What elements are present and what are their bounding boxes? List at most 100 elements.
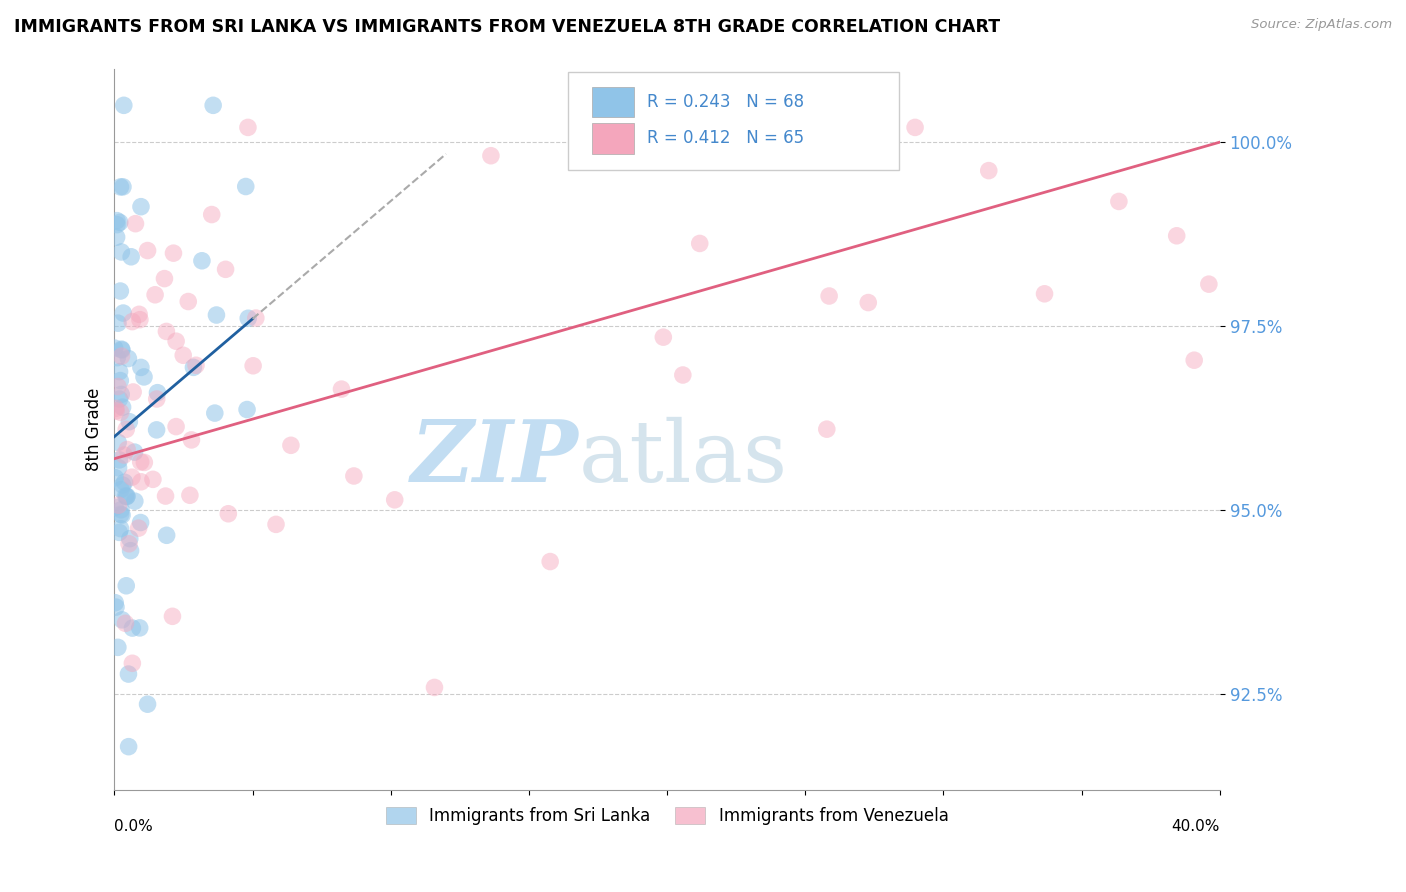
Point [238,311,260,326]
Point [124,494,146,508]
Point [117,667,139,681]
Point [110,483,132,497]
Point [858,295,880,310]
Point [120,250,142,264]
Text: IMMIGRANTS FROM SRI LANKA VS IMMIGRANTS FROM VENEZUELA 8TH GRADE CORRELATION CHA: IMMIGRANTS FROM SRI LANKA VS IMMIGRANTS … [14,18,1000,36]
Point [184,358,207,372]
Point [115,442,138,457]
Point [1198,277,1220,292]
Point [121,657,143,671]
FancyBboxPatch shape [592,87,634,117]
Point [121,315,143,329]
Point [121,621,143,635]
Point [818,289,841,303]
Point [110,387,132,401]
Point [124,217,146,231]
Point [904,120,927,135]
Point [162,246,184,260]
Point [110,342,132,356]
Point [652,330,675,344]
Point [110,284,132,298]
Point [110,244,132,259]
Point [129,455,152,469]
Point [105,351,128,365]
Point [110,503,132,517]
Text: 40.0%: 40.0% [1171,819,1220,834]
Point [111,179,134,194]
Point [104,341,127,355]
Point [115,579,138,593]
Point [114,475,136,490]
Point [180,433,202,447]
Point [110,349,132,363]
Point [124,445,146,459]
Point [104,401,127,416]
Point [155,325,177,339]
Point [129,475,152,489]
Point [343,469,366,483]
Point [111,343,134,357]
Point [242,359,264,373]
Point [120,543,142,558]
Point [105,230,128,244]
Text: atlas: atlas [579,417,787,500]
Point [108,215,131,229]
Point [105,218,128,232]
Point [423,681,446,695]
Point [110,405,132,419]
Point [1182,353,1205,368]
Point [145,423,167,437]
Point [538,555,561,569]
Point [153,271,176,285]
Point [107,379,129,393]
Point [104,500,127,515]
Point [672,368,695,382]
Point [107,498,129,512]
Point [122,384,145,399]
Text: ZIP: ZIP [411,417,579,500]
Point [689,236,711,251]
Point [134,455,156,469]
Point [112,98,135,112]
Point [112,448,135,462]
Y-axis label: 8th Grade: 8th Grade [86,387,103,471]
Point [280,438,302,452]
Point [104,471,127,485]
Point [129,200,152,214]
Point [1166,228,1188,243]
Point [105,404,128,418]
Point [118,532,141,546]
Point [479,149,502,163]
Point [143,287,166,301]
Point [204,406,226,420]
Point [172,348,194,362]
Point [815,422,838,436]
Point [108,525,131,540]
Point [128,621,150,635]
Point [162,609,184,624]
Point [136,697,159,711]
Point [115,490,138,504]
Point [214,262,236,277]
Point [129,360,152,375]
Point [115,489,138,503]
Point [384,492,406,507]
Point [110,374,132,388]
Text: R = 0.243   N = 68: R = 0.243 N = 68 [647,93,804,111]
Point [1108,194,1130,209]
Point [177,294,200,309]
Point [179,488,201,502]
Point [108,365,131,379]
Point [165,419,187,434]
Point [165,334,187,349]
Point [108,392,131,406]
Point [1033,286,1056,301]
FancyBboxPatch shape [592,123,634,153]
Point [264,517,287,532]
Point [110,180,132,194]
Point [104,600,127,615]
Point [132,370,155,384]
Point [128,521,150,535]
Point [183,360,205,375]
Point [111,400,134,414]
